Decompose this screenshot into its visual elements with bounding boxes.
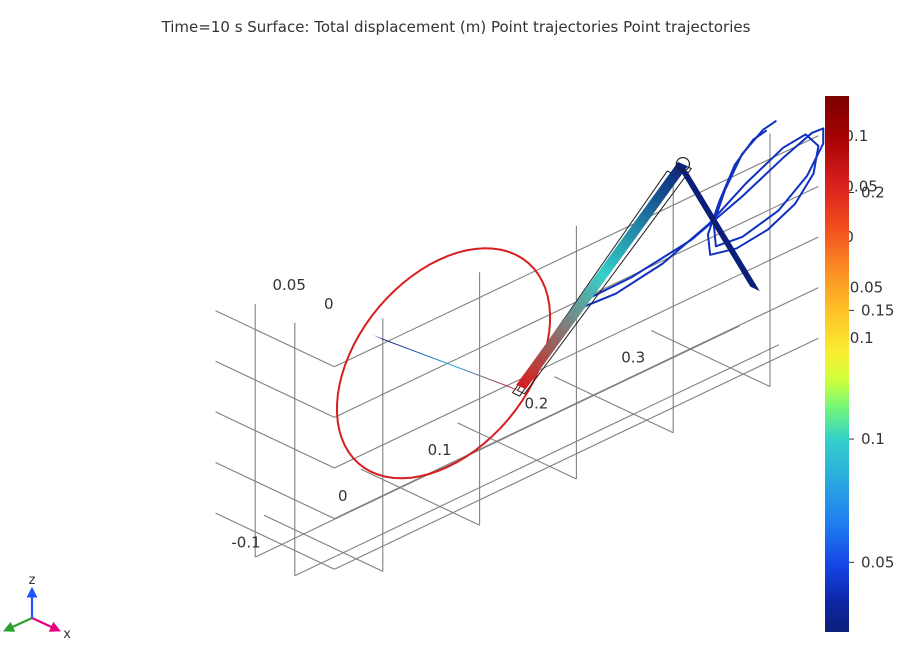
- triad-axis-y: [6, 618, 32, 630]
- svg-text:0.15: 0.15: [861, 301, 894, 319]
- svg-text:0.3: 0.3: [621, 349, 645, 367]
- svg-text:0.05: 0.05: [272, 276, 305, 294]
- orientation-triad: x y z: [0, 573, 71, 642]
- bar-solid-2: [678, 167, 760, 292]
- svg-text:-0.1: -0.1: [231, 533, 260, 551]
- bar-solid-0: [516, 162, 687, 389]
- svg-text:-0.05: -0.05: [844, 279, 883, 297]
- svg-text:0.2: 0.2: [861, 183, 885, 201]
- triad-axis-x: [32, 618, 58, 630]
- svg-text:0.2: 0.2: [524, 395, 548, 413]
- colorbar: [825, 96, 849, 632]
- colorbar-ticks: 0.2 0.15 0.1 0.05: [849, 183, 894, 571]
- triad-label-y: y: [0, 627, 1, 642]
- svg-text:0.1: 0.1: [428, 441, 452, 459]
- svg-text:0: 0: [324, 295, 334, 313]
- svg-text:0.1: 0.1: [861, 430, 885, 448]
- grid: [216, 134, 819, 576]
- plot-canvas: -0.100.10.20.300.05-0.1-0.0500.050.10.20…: [0, 0, 912, 665]
- svg-text:0.05: 0.05: [861, 553, 894, 571]
- triad-label-z: z: [29, 573, 36, 588]
- svg-text:0: 0: [338, 487, 348, 505]
- bar-solid-1: [373, 335, 522, 392]
- triad-label-x: x: [63, 627, 71, 642]
